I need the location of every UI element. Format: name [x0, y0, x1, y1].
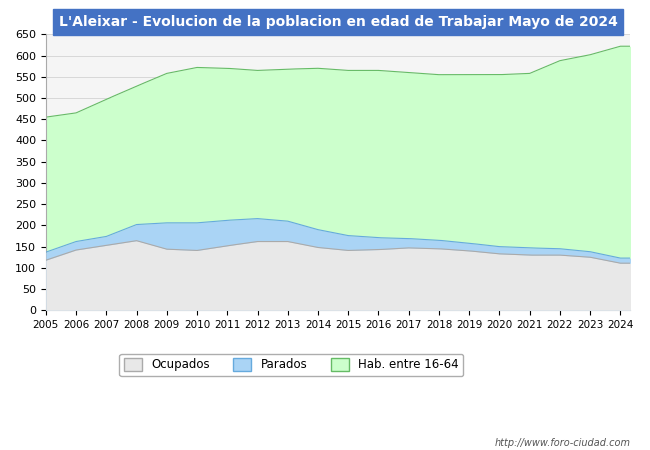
Title: L'Aleixar - Evolucion de la poblacion en edad de Trabajar Mayo de 2024: L'Aleixar - Evolucion de la poblacion en… [58, 15, 618, 29]
Legend: Ocupados, Parados, Hab. entre 16-64: Ocupados, Parados, Hab. entre 16-64 [120, 354, 463, 376]
Text: http://www.foro-ciudad.com: http://www.foro-ciudad.com [495, 437, 630, 447]
